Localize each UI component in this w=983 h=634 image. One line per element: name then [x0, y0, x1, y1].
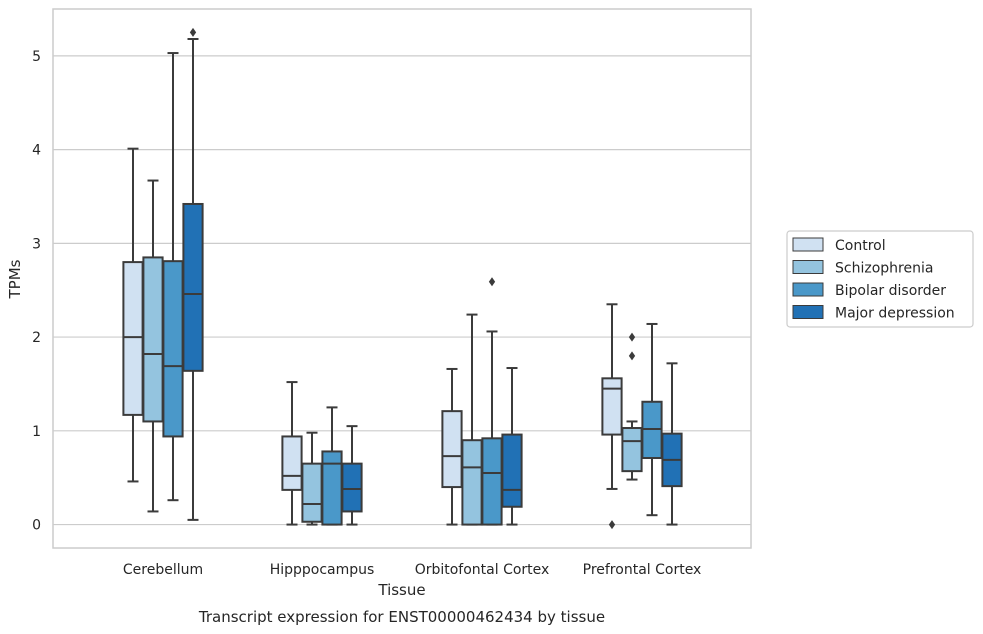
legend-item: Major depression: [792, 305, 955, 322]
iqr-box: [122, 261, 144, 416]
box-prefrontal-cortex: [661, 362, 683, 526]
chart-caption: Transcript expression for ENST0000046243…: [198, 608, 605, 626]
series-major-depression: [182, 27, 683, 526]
box-orbitofontal-cortex: [481, 277, 503, 526]
x-tick-label: Hipppocampus: [270, 562, 375, 578]
outlier-point: [608, 520, 616, 530]
iqr-box: [301, 462, 323, 523]
legend-item: Schizophrenia: [792, 260, 933, 277]
y-tick-label: 0: [32, 518, 41, 534]
iqr-box: [162, 260, 184, 438]
legend-frame: [786, 230, 974, 328]
iqr-box: [142, 256, 164, 423]
legend-label: Bipolar disorder: [835, 283, 946, 299]
iqr-box: [601, 377, 623, 436]
box-prefrontal-cortex: [621, 332, 643, 481]
legend-swatch: [792, 237, 824, 252]
box-series: [122, 27, 683, 530]
legend-label: Major depression: [835, 306, 955, 322]
iqr-box: [341, 462, 363, 513]
x-axis-ticks: Cerebellum Hipppocampus Orbitofontal Corte…: [123, 562, 701, 578]
legend-label: Schizophrenia: [835, 261, 933, 277]
x-axis-label: Tissue: [377, 581, 425, 599]
iqr-box: [182, 202, 204, 372]
box-cerebellum: [122, 147, 144, 483]
series-bipolar-disorder: [162, 52, 663, 526]
legend-swatch: [792, 305, 824, 319]
box-cerebellum: [162, 52, 184, 502]
outlier-point: [189, 27, 197, 37]
box-hipppocampus: [281, 381, 303, 526]
y-axis-label: TPMs: [6, 259, 24, 299]
x-tick-label: Orbitofontal Cortex: [415, 562, 550, 578]
box-prefrontal-cortex: [601, 303, 623, 530]
y-axis-ticks: 0 1 2 3 4 5: [32, 49, 41, 534]
box-orbitofontal-cortex: [441, 367, 463, 526]
legend-swatch: [792, 260, 824, 274]
y-tick-label: 2: [32, 330, 41, 346]
iqr-box: [481, 437, 503, 526]
box-prefrontal-cortex: [641, 322, 663, 517]
outlier-point: [488, 277, 496, 287]
box-hipppocampus: [341, 425, 363, 526]
series-schizophrenia: [142, 179, 643, 526]
legend: Control Schizophrenia Bipolar disorder Majo…: [786, 230, 974, 328]
x-tick-label: Cerebellum: [123, 562, 203, 578]
legend-swatch: [792, 282, 824, 297]
iqr-box: [501, 433, 523, 508]
x-tick-label: Prefrontal Cortex: [583, 562, 702, 578]
iqr-box: [321, 450, 343, 526]
legend-item: Control: [792, 237, 886, 254]
outlier-point: [628, 332, 636, 342]
legend-item: Bipolar disorder: [792, 282, 946, 299]
series-control: [122, 147, 623, 530]
y-tick-label: 3: [32, 236, 41, 252]
outlier-point: [628, 351, 636, 361]
box-hipppocampus: [321, 406, 343, 526]
box-hipppocampus: [301, 431, 323, 526]
y-tick-label: 5: [32, 49, 41, 65]
iqr-box: [461, 439, 483, 526]
box-orbitofontal-cortex: [501, 367, 523, 526]
box-orbitofontal-cortex: [461, 313, 483, 526]
iqr-box: [621, 427, 643, 473]
plot-frame: [52, 8, 752, 549]
iqr-box: [281, 435, 303, 491]
box-cerebellum: [142, 179, 164, 513]
legend-label: Control: [835, 238, 886, 254]
box-cerebellum: [182, 27, 204, 521]
y-tick-label: 4: [32, 143, 41, 159]
iqr-box: [441, 410, 463, 489]
y-tick-label: 1: [32, 424, 41, 440]
